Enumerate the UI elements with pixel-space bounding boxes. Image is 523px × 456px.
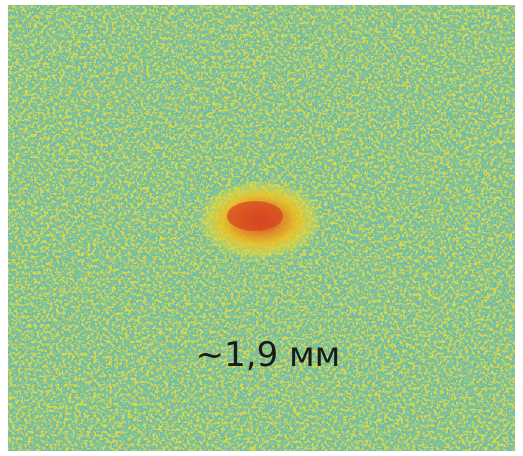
page: {"image": {"label": "~1,9 мм"}} ~1,9 мм	[0, 0, 523, 456]
size-label: ~1,9 мм	[196, 335, 341, 375]
hotspot-core	[227, 201, 283, 231]
image-frame: ~1,9 мм	[0, 0, 523, 456]
